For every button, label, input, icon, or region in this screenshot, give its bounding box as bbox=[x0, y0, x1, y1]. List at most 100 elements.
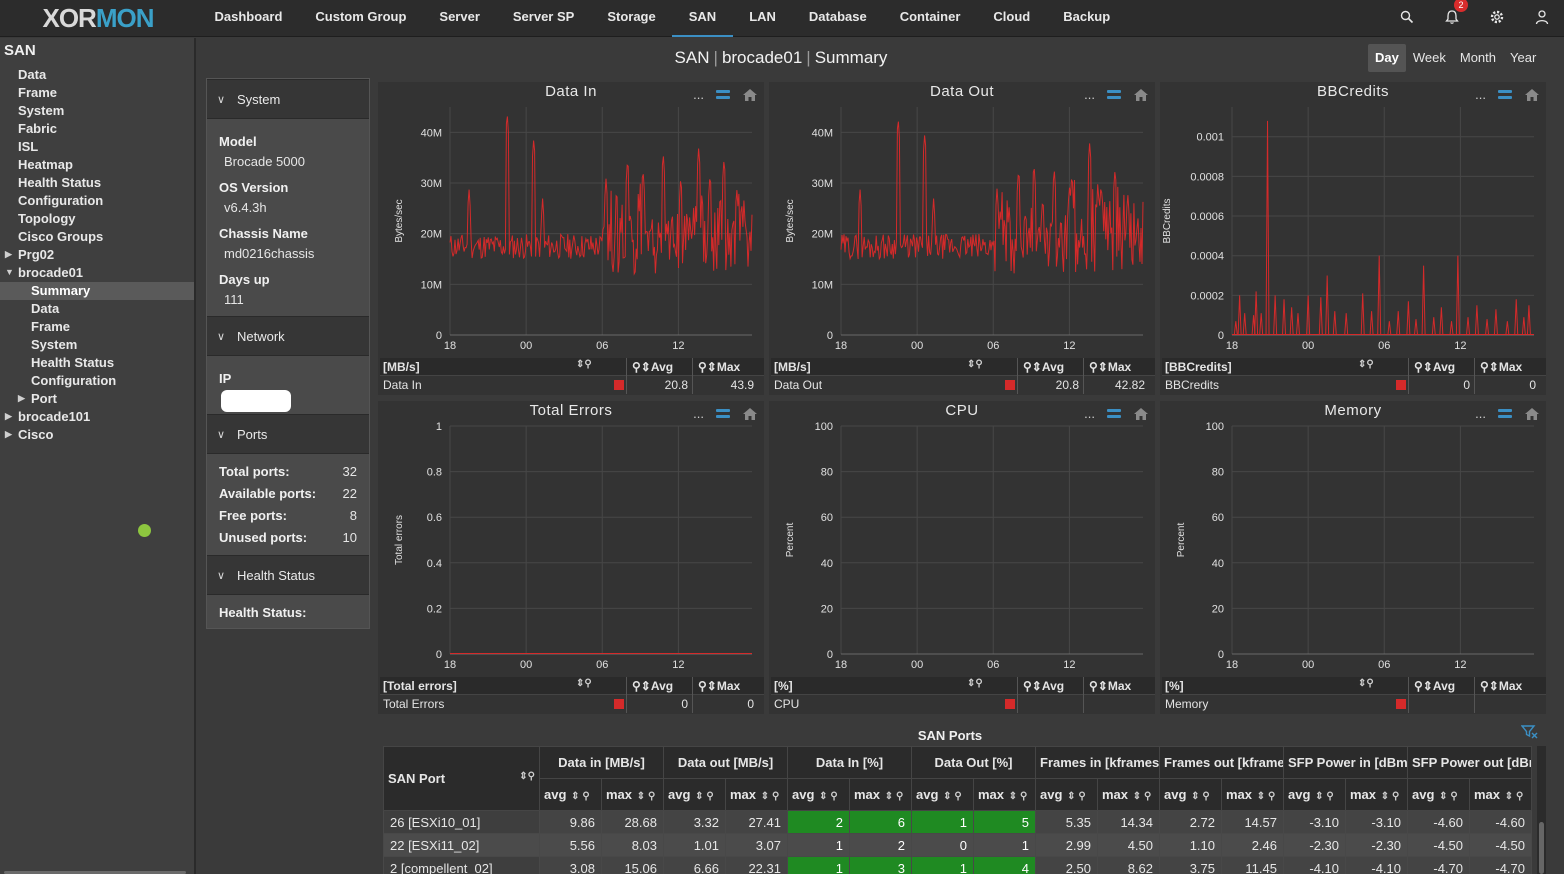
sort-search-icon[interactable]: ⇕ ⚲ bbox=[816, 791, 838, 802]
legend-row[interactable]: Data In 20.8 43.9 bbox=[380, 376, 764, 394]
legend-max-header[interactable]: ⚲⇕Max bbox=[1480, 360, 1523, 374]
sort-search-icon[interactable]: ⇕⚲ bbox=[576, 678, 592, 689]
sort-search-icon[interactable]: ⇕⚲ bbox=[1358, 678, 1374, 689]
sort-search-icon[interactable]: ⇕ ⚲ bbox=[1130, 791, 1152, 802]
chart-plot[interactable]: 0 0.0002 0.0004 0.0006 0.0008 0.001 18 00 06 12 BB… bbox=[1160, 82, 1546, 357]
sidebar-item-cisco[interactable]: ▶ Cisco bbox=[0, 426, 194, 444]
legend-color-swatch[interactable] bbox=[1396, 380, 1406, 390]
home-icon[interactable] bbox=[1524, 88, 1540, 102]
caret-down-icon[interactable]: ▼ bbox=[5, 267, 14, 277]
network-section-header[interactable]: ∨ Network bbox=[207, 316, 369, 356]
sidebar-item-data[interactable]: Data bbox=[0, 66, 194, 84]
sidebar-item-summary[interactable]: Summary bbox=[0, 282, 194, 300]
sidebar-item-configuration[interactable]: Configuration bbox=[0, 372, 194, 390]
legend-row[interactable]: CPU bbox=[771, 695, 1155, 713]
chart-plot[interactable]: 0 10M 20M 30M 40M 18 00 06 12 Bytes/sec bbox=[769, 82, 1155, 357]
caret-right-icon[interactable]: ▶ bbox=[18, 393, 25, 403]
column-subheader[interactable]: max ⇕ ⚲ bbox=[1097, 778, 1160, 811]
sort-search-icon[interactable]: ⇕ ⚲ bbox=[882, 791, 904, 802]
nav-server-sp[interactable]: Server SP bbox=[512, 9, 575, 24]
ports-section-header[interactable]: ∨ Ports bbox=[207, 414, 369, 454]
xormon-logo[interactable]: XORMON bbox=[0, 0, 196, 37]
caret-right-icon[interactable]: ▶ bbox=[5, 249, 12, 259]
legend-avg-header[interactable]: ⚲⇕Avg bbox=[1023, 679, 1065, 693]
legend-row[interactable]: Total Errors 0 0 bbox=[380, 695, 764, 713]
home-icon[interactable] bbox=[742, 407, 758, 421]
column-subheader[interactable]: avg ⇕ ⚲ bbox=[911, 778, 974, 811]
sidebar-item-frame[interactable]: Frame bbox=[0, 318, 194, 336]
table-scroll-thumb[interactable] bbox=[1539, 822, 1544, 874]
sort-search-icon[interactable]: ⇕ ⚲ bbox=[758, 791, 780, 802]
san-port-cell[interactable]: 2 [compellent_02] bbox=[383, 856, 540, 874]
legend-toggle-icon[interactable] bbox=[1498, 408, 1512, 420]
caret-right-icon[interactable]: ▶ bbox=[5, 411, 12, 421]
table-scrollbar[interactable] bbox=[1537, 746, 1546, 874]
legend-avg-header[interactable]: ⚲⇕Avg bbox=[1023, 360, 1065, 374]
sort-search-icon[interactable]: ⇕ ⚲ bbox=[568, 791, 590, 802]
legend-toggle-icon[interactable] bbox=[1498, 89, 1512, 101]
legend-max-header[interactable]: ⚲⇕Max bbox=[1089, 360, 1132, 374]
legend-toggle-icon[interactable] bbox=[716, 408, 730, 420]
sidebar-item-configuration[interactable]: Configuration bbox=[0, 192, 194, 210]
sort-search-icon[interactable]: ⇕ ⚲ bbox=[1436, 791, 1458, 802]
san-port-cell[interactable]: 22 [ESXi11_02] bbox=[383, 833, 540, 857]
sidebar-item-system[interactable]: System bbox=[0, 336, 194, 354]
chart-plot[interactable]: 0 10M 20M 30M 40M 18 00 06 12 Bytes/sec bbox=[378, 82, 764, 357]
column-group-header[interactable]: Frames in [kframes/s] bbox=[1035, 746, 1160, 779]
column-subheader[interactable]: max ⇕ ⚲ bbox=[601, 778, 664, 811]
home-icon[interactable] bbox=[742, 88, 758, 102]
legend-avg-header[interactable]: ⚲⇕Avg bbox=[632, 679, 674, 693]
sidebar-item-heatmap[interactable]: Heatmap bbox=[0, 156, 194, 174]
column-group-header[interactable]: Data Out [%] bbox=[911, 746, 1036, 779]
column-subheader[interactable]: avg ⇕ ⚲ bbox=[1159, 778, 1222, 811]
sort-search-icon[interactable]: ⇕ ⚲ bbox=[1312, 791, 1334, 802]
more-icon[interactable]: ... bbox=[693, 406, 704, 421]
sidebar-item-cisco-groups[interactable]: Cisco Groups bbox=[0, 228, 194, 246]
sort-search-icon[interactable]: ⇕ ⚲ bbox=[692, 791, 714, 802]
more-icon[interactable]: ... bbox=[1084, 406, 1095, 421]
health-section-header[interactable]: ∨ Health Status bbox=[207, 555, 369, 595]
chart-plot[interactable]: 0 20 40 60 80 100 18 00 06 12 Percent bbox=[769, 401, 1155, 676]
tab-month[interactable]: Month bbox=[1459, 50, 1496, 65]
column-subheader[interactable]: max ⇕ ⚲ bbox=[1469, 778, 1532, 811]
column-group-header[interactable]: Data in [MB/s] bbox=[539, 746, 664, 779]
nav-database[interactable]: Database bbox=[808, 9, 867, 24]
filter-icon[interactable] bbox=[1520, 724, 1539, 743]
tab-year[interactable]: Year bbox=[1510, 50, 1537, 65]
column-group-header[interactable]: SFP Power out [dBm] bbox=[1407, 746, 1532, 779]
sidebar-item-isl[interactable]: ISL bbox=[0, 138, 194, 156]
sort-search-icon[interactable]: ⇕ ⚲ bbox=[1006, 791, 1028, 802]
nav-container[interactable]: Container bbox=[899, 9, 961, 24]
home-icon[interactable] bbox=[1133, 88, 1149, 102]
user-icon[interactable] bbox=[1519, 0, 1564, 34]
column-subheader[interactable]: max ⇕ ⚲ bbox=[973, 778, 1036, 811]
nav-custom-group[interactable]: Custom Group bbox=[315, 9, 407, 24]
gear-icon[interactable] bbox=[1474, 0, 1519, 34]
more-icon[interactable]: ... bbox=[1475, 406, 1486, 421]
sidebar-item-frame[interactable]: Frame bbox=[0, 84, 194, 102]
column-subheader[interactable]: max ⇕ ⚲ bbox=[725, 778, 788, 811]
home-icon[interactable] bbox=[1524, 407, 1540, 421]
table-row[interactable]: 2 [compellent_02] 3.08 15.06 6.66 22.31 1 3 1 4 2… bbox=[383, 856, 1532, 874]
bell-icon[interactable]: 2 bbox=[1429, 0, 1474, 34]
caret-right-icon[interactable]: ▶ bbox=[5, 429, 12, 439]
san-port-cell[interactable]: 26 [ESXi10_01] bbox=[383, 810, 540, 834]
sidebar-item-prg02[interactable]: ▶ Prg02 bbox=[0, 246, 194, 264]
sidebar-item-system[interactable]: System bbox=[0, 102, 194, 120]
sidebar-scrollbar[interactable] bbox=[4, 871, 186, 874]
legend-avg-header[interactable]: ⚲⇕Avg bbox=[632, 360, 674, 374]
sort-search-icon[interactable]: ⇕ ⚲ bbox=[1064, 791, 1086, 802]
legend-toggle-icon[interactable] bbox=[1107, 408, 1121, 420]
sort-search-icon[interactable]: ⇕⚲ bbox=[967, 678, 983, 689]
sort-search-icon[interactable]: ⇕⚲ bbox=[576, 359, 592, 370]
nav-san[interactable]: SAN bbox=[672, 0, 733, 37]
nav-lan[interactable]: LAN bbox=[749, 9, 776, 24]
sidebar-item-port[interactable]: ▶ Port bbox=[0, 390, 194, 408]
sidebar-item-brocade01[interactable]: ▼ brocade01 bbox=[0, 264, 194, 282]
legend-color-swatch[interactable] bbox=[614, 699, 624, 709]
sort-search-icon[interactable]: ⇕⚲ bbox=[1358, 359, 1374, 370]
legend-max-header[interactable]: ⚲⇕Max bbox=[698, 679, 741, 693]
sort-search-icon[interactable]: ⇕ ⚲ bbox=[1502, 791, 1524, 802]
sidebar-item-health-status[interactable]: Health Status bbox=[0, 174, 194, 192]
nav-backup[interactable]: Backup bbox=[1063, 9, 1111, 24]
